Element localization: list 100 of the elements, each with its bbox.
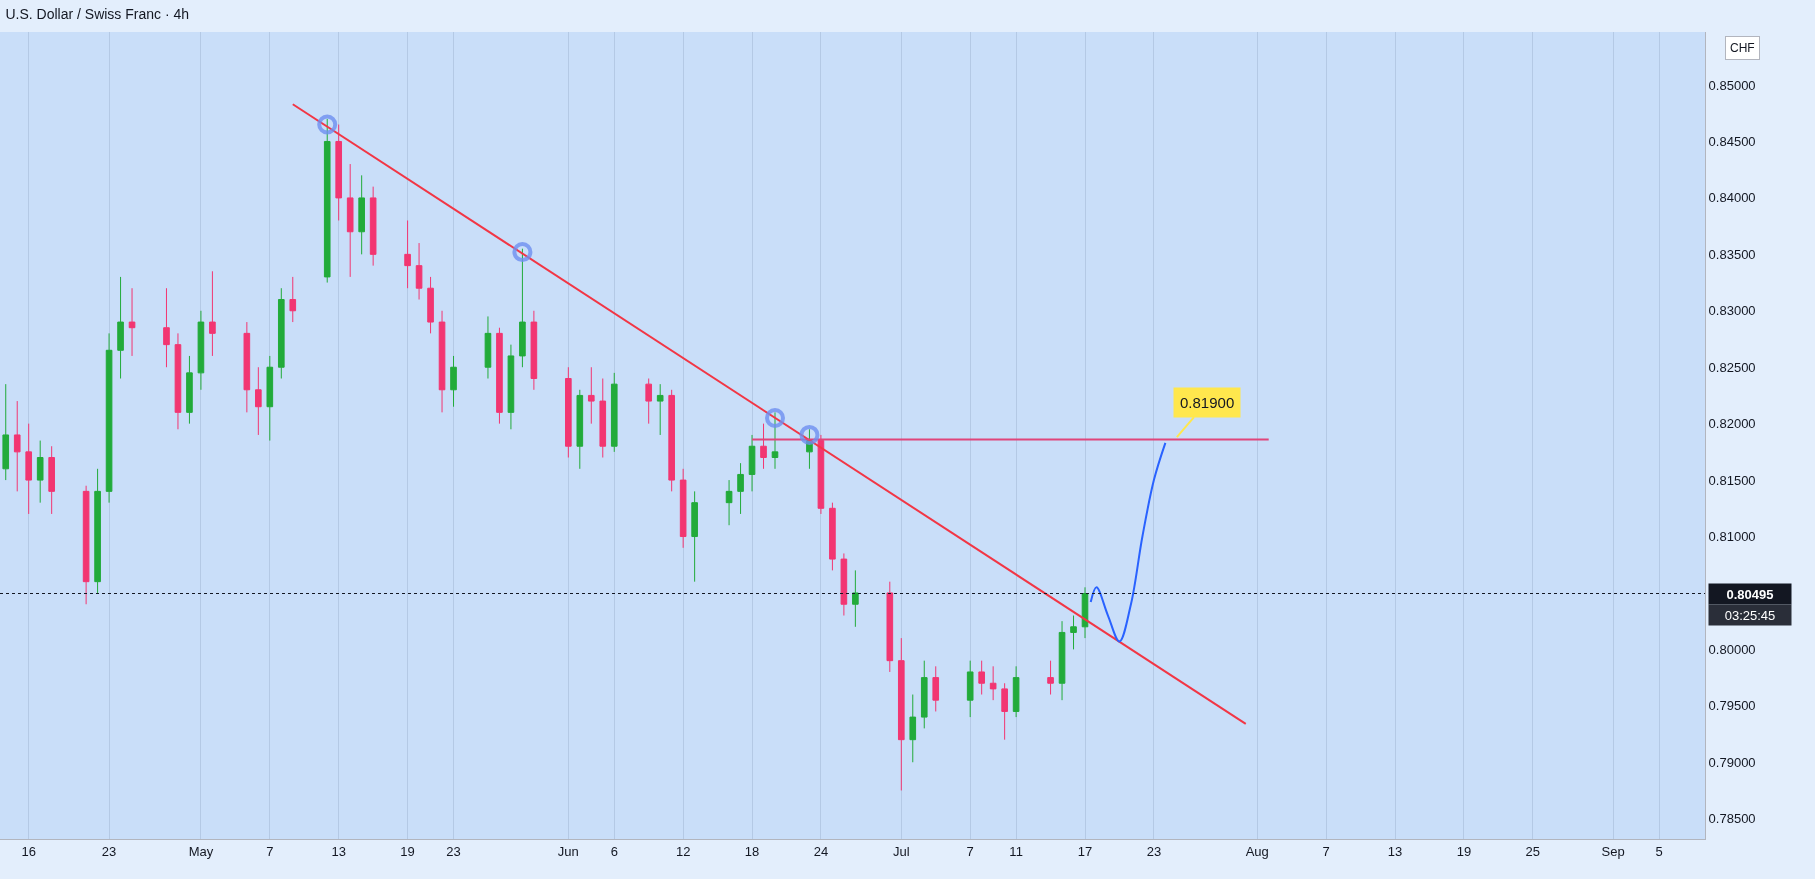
candlestick (82, 485, 90, 605)
text: 03:25:45 (1724, 607, 1776, 623)
candlestick (840, 552, 848, 617)
candlestick (484, 315, 492, 379)
candlestick (186, 355, 193, 425)
x-tick-label: Jul (892, 843, 910, 859)
candlestick (36, 440, 44, 504)
y-tick-label: 0.85000 (1708, 77, 1756, 93)
candlestick (197, 310, 205, 391)
candlestick (94, 468, 101, 594)
candlestick (691, 490, 698, 583)
y-tick-label: 0.81500 (1708, 472, 1756, 488)
x-tick-label: 7 (266, 843, 274, 859)
candlestick (852, 569, 859, 628)
candlestick (335, 124, 343, 221)
candlestick (13, 400, 21, 492)
x-tick-label: 7 (1322, 843, 1330, 859)
candlestick (415, 242, 423, 300)
candlestick (587, 366, 595, 425)
candlestick (610, 372, 618, 453)
x-tick-label: 23 (101, 843, 117, 859)
candlestick (1070, 615, 1077, 650)
candlestick (817, 434, 825, 515)
annotation: 0.81900 (1180, 394, 1235, 411)
x-tick-label: 6 (610, 843, 618, 859)
candlestick (989, 665, 997, 701)
candlestick (105, 332, 113, 504)
x-tick-label: 23 (1146, 843, 1162, 859)
candlestick (1081, 586, 1089, 639)
candlestick (323, 118, 331, 284)
candlestick (507, 344, 515, 430)
y-tick-label: 0.79500 (1708, 698, 1756, 714)
y-tick-label: 0.84500 (1708, 134, 1756, 150)
candlestick (668, 389, 675, 492)
point (512, 242, 533, 263)
candlestick (920, 660, 928, 729)
candlestick (599, 378, 607, 459)
candlestick (771, 411, 779, 470)
candlestick (289, 276, 297, 323)
candlestick (565, 366, 572, 459)
x-tick-label: 13 (331, 843, 346, 859)
candlestick (829, 502, 836, 571)
x-tick-label: 12 (675, 843, 691, 859)
candlestick (748, 434, 756, 492)
candlestick (255, 366, 262, 436)
candlestick (209, 270, 216, 357)
x-tick-label: Sep (1601, 843, 1625, 859)
candlestick (1047, 660, 1054, 696)
candlestick (163, 287, 170, 368)
candlestick (427, 276, 434, 334)
x-tick-label: Jun (557, 843, 579, 859)
candlestick (438, 310, 446, 413)
candlestick (277, 287, 285, 379)
candlestick (1012, 665, 1020, 718)
candlestick (932, 665, 940, 712)
candlestick (1058, 620, 1066, 701)
x-tick-label: 19 (1456, 843, 1472, 859)
x-tick-label: 19 (400, 843, 415, 859)
x-tick-label: Aug (1245, 843, 1269, 859)
y-tick-label: 0.78500 (1708, 811, 1756, 827)
point (799, 424, 820, 445)
candlestick (725, 479, 733, 526)
candlestick (346, 163, 354, 278)
x-tick-label: 16 (21, 843, 36, 859)
candlestick (2, 383, 10, 481)
y-tick-label: 0.84000 (1708, 190, 1756, 206)
candlestick (966, 660, 974, 718)
candlestick (519, 248, 526, 368)
x-tick-label: 13 (1387, 843, 1403, 859)
y-tick-label: 0.83500 (1708, 246, 1756, 262)
candlestick (25, 423, 33, 515)
candlestick (1001, 682, 1008, 741)
candlestick (897, 637, 905, 791)
x-tick-label: 11 (1009, 843, 1023, 859)
x-tick-label: 25 (1525, 843, 1541, 859)
candlestick (450, 355, 457, 408)
candlestick (358, 174, 365, 255)
candlestick (530, 310, 538, 391)
y-tick-label: 0.80000 (1708, 641, 1756, 657)
x-tick-label: 5 (1655, 843, 1663, 859)
x-tick-label: 18 (744, 843, 760, 859)
y-tick-label: 0.81000 (1708, 529, 1756, 545)
candlestick (117, 276, 124, 379)
candlestick (266, 355, 274, 442)
candlestick (404, 219, 411, 289)
candlestick (679, 468, 687, 549)
x-tick-label: 17 (1077, 843, 1093, 859)
candlestick (760, 423, 767, 470)
point (765, 408, 785, 428)
y-tick-label: 0.83000 (1708, 303, 1756, 319)
y-tick-label: 0.82500 (1708, 359, 1756, 375)
candlestick (656, 383, 664, 436)
x-tick-label: 7 (966, 843, 974, 859)
candlestick (243, 321, 251, 413)
ref-line-label: 0.80495 (1726, 586, 1774, 602)
candlestick (909, 694, 917, 763)
y-tick-label: 0.82000 (1708, 416, 1756, 432)
point (317, 114, 338, 135)
candlestick (978, 660, 985, 696)
x-tick-label: 24 (813, 843, 829, 859)
